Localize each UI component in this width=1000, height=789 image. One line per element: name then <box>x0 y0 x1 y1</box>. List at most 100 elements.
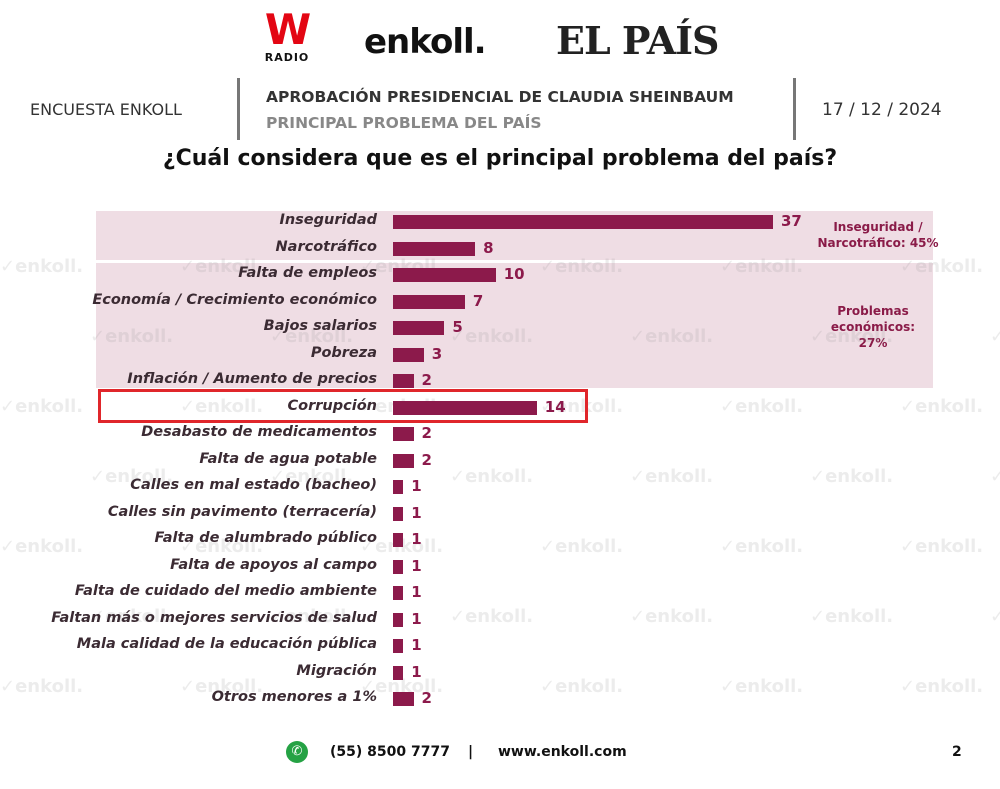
watermark: ✓enkoll. <box>0 396 84 417</box>
page-number: 2 <box>952 744 962 760</box>
bar <box>393 453 414 468</box>
data-label: 1 <box>411 662 422 681</box>
watermark: ✓enkoll. <box>450 466 534 487</box>
category-label: Bajos salarios <box>263 318 377 334</box>
watermark: ✓enkoll. <box>900 676 984 697</box>
bar <box>393 427 414 441</box>
data-label: 1 <box>411 583 422 601</box>
watermark: ✓enkoll. <box>990 606 1000 627</box>
category-label: Corrupción <box>287 397 377 414</box>
data-label: 2 <box>421 424 432 442</box>
data-label: 1 <box>411 609 422 628</box>
watermark: ✓enkoll. <box>540 536 624 557</box>
data-label: 2 <box>421 450 432 469</box>
header-subtitle: PRINCIPAL PROBLEMA DEL PAÍS <box>266 114 542 132</box>
category-label: Economía / Crecimiento económico <box>92 291 377 308</box>
watermark: ✓enkoll. <box>0 256 84 277</box>
watermark: ✓enkoll. <box>720 676 804 697</box>
header-divider-right <box>793 78 796 140</box>
watermark: ✓enkoll. <box>990 326 1000 347</box>
watermark: ✓enkoll. <box>990 466 1000 487</box>
footer-phone: (55) 8500 7777 <box>330 744 450 760</box>
category-label: Faltan más o mejores servicios de salud <box>51 609 377 626</box>
bar <box>393 480 404 494</box>
category-label: Calles en mal estado (bacheo) <box>130 477 377 493</box>
watermark: ✓enkoll. <box>810 466 894 487</box>
bar <box>393 215 773 229</box>
category-label: Otros menores a 1% <box>211 689 377 705</box>
data-label: 14 <box>544 397 566 416</box>
footer-website[interactable]: www.enkoll.com <box>498 744 627 760</box>
data-label: 3 <box>431 344 443 363</box>
category-label: Inseguridad <box>279 212 377 228</box>
group-label-economic: Problemas económicos: 27% <box>830 304 916 350</box>
watermark: ✓enkoll. <box>900 536 984 557</box>
watermark: ✓enkoll. <box>720 396 804 417</box>
group-band-economic <box>96 263 933 388</box>
header-title: APROBACIÓN PRESIDENCIAL DE CLAUDIA SHEIN… <box>266 88 734 106</box>
group-label-security: Inseguridad / Narcotráfico: 45% <box>817 220 939 250</box>
category-label: Falta de cuidado del medio ambiente <box>74 583 377 599</box>
bar <box>393 559 404 574</box>
bar <box>393 665 404 680</box>
el-pais-logo: EL PAÍS <box>556 18 719 63</box>
header-divider-left <box>237 78 240 140</box>
category-label: Migración <box>296 662 377 679</box>
category-label: Calles sin pavimento (terracería) <box>107 503 377 520</box>
category-label: Desabasto de medicamentos <box>141 424 377 440</box>
watermark: ✓enkoll. <box>630 466 714 487</box>
bar <box>393 506 404 521</box>
data-label: 2 <box>421 689 432 707</box>
category-label: Mala calidad de la educación pública <box>76 636 377 652</box>
data-label: 1 <box>411 477 422 495</box>
bar <box>393 612 404 627</box>
watermark: ✓enkoll. <box>810 606 894 627</box>
data-label: 2 <box>421 371 432 389</box>
bar <box>393 533 404 547</box>
w-radio-mark: W <box>264 5 311 54</box>
header-date: 17 / 12 / 2024 <box>822 100 942 120</box>
category-label: Pobreza <box>310 344 377 361</box>
data-label: 1 <box>411 530 422 548</box>
bar <box>393 347 424 362</box>
header: ENCUESTA ENKOLL APROBACIÓN PRESIDENCIAL … <box>0 78 1000 142</box>
enkoll-logo: enkoll. <box>364 22 487 62</box>
data-label: 1 <box>411 503 422 522</box>
w-radio-text: RADIO <box>264 51 310 64</box>
bar <box>393 400 537 415</box>
footer: ✆ (55) 8500 7777 | www.enkoll.com 2 <box>0 740 1000 770</box>
watermark: ✓enkoll. <box>630 606 714 627</box>
watermark: ✓enkoll. <box>450 606 534 627</box>
survey-label: ENCUESTA ENKOLL <box>30 100 182 119</box>
category-label: Falta de apoyos al campo <box>170 556 377 573</box>
bar <box>393 586 404 600</box>
data-label: 7 <box>472 291 484 310</box>
data-label: 1 <box>411 636 422 654</box>
bar <box>393 692 414 706</box>
data-label: 8 <box>483 238 494 257</box>
data-label: 5 <box>452 318 463 336</box>
data-label: 10 <box>503 265 525 283</box>
bar <box>393 241 476 256</box>
bar <box>393 268 496 282</box>
highlight-box <box>98 389 588 423</box>
bar <box>393 321 445 335</box>
watermark: ✓enkoll. <box>720 536 804 557</box>
category-label: Falta de empleos <box>238 265 377 281</box>
data-label: 37 <box>781 212 802 230</box>
data-label: 1 <box>411 556 422 575</box>
bar <box>393 374 414 388</box>
category-label: Narcotráfico <box>275 238 377 255</box>
watermark: ✓enkoll. <box>540 676 624 697</box>
watermark: ✓enkoll. <box>0 676 84 697</box>
category-label: Falta de agua potable <box>199 450 377 467</box>
bar <box>393 294 465 309</box>
watermark: ✓enkoll. <box>0 536 84 557</box>
w-radio-logo: W RADIO <box>258 5 316 65</box>
chart-title: ¿Cuál considera que es el principal prob… <box>162 146 838 171</box>
bar <box>393 639 404 653</box>
watermark: ✓enkoll. <box>900 396 984 417</box>
category-label: Falta de alumbrado público <box>154 530 378 546</box>
logo-bar: W RADIO enkoll. EL PAÍS <box>0 8 1000 66</box>
whatsapp-icon: ✆ <box>286 741 308 763</box>
